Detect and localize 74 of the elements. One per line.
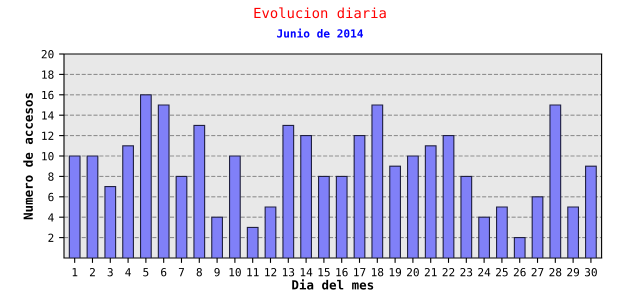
x-tick-label: 17 <box>354 268 366 276</box>
y-tick-label: 4 <box>48 213 54 222</box>
bar <box>532 196 544 258</box>
bar <box>371 104 384 258</box>
bar <box>407 155 419 258</box>
bar <box>318 176 330 258</box>
x-tick-label: 26 <box>514 268 526 276</box>
bar <box>176 176 188 258</box>
y-axis-title: Numero de accesos <box>23 93 33 220</box>
bar <box>86 155 98 258</box>
x-tick-label: 23 <box>460 268 472 276</box>
y-tick-label: 20 <box>42 50 54 58</box>
bar <box>585 166 597 258</box>
x-tick-label: 27 <box>532 268 544 276</box>
x-tick-label: 7 <box>178 268 184 276</box>
y-tick-label: 8 <box>48 172 54 181</box>
x-tick-label: 8 <box>196 268 202 276</box>
x-tick-label: 28 <box>549 268 562 276</box>
bar <box>68 155 81 258</box>
x-tick-label: 6 <box>161 268 166 276</box>
y-tick-label: 16 <box>42 90 54 100</box>
x-tick-label: 19 <box>390 268 402 276</box>
x-tick-label: 30 <box>584 268 597 276</box>
x-tick-label: 13 <box>282 268 294 276</box>
x-tick-label: 11 <box>247 268 259 276</box>
bar <box>122 145 134 258</box>
x-tick-label: 2 <box>90 268 95 276</box>
x-tick-label: 20 <box>407 268 419 276</box>
x-tick-label: 1 <box>72 268 78 276</box>
y-tick-label: 6 <box>48 192 54 202</box>
bar <box>104 186 116 258</box>
bar <box>193 124 206 258</box>
bar <box>460 176 472 258</box>
y-tick-label: 10 <box>42 152 54 160</box>
chart-title: Evolucion diaria <box>254 7 386 18</box>
x-tick-label: 3 <box>108 268 113 276</box>
bar <box>158 104 170 258</box>
x-tick-label: 9 <box>214 268 220 276</box>
x-tick-label: 12 <box>265 268 276 276</box>
bar <box>211 216 223 258</box>
x-axis-title: Dia del mes <box>292 279 374 290</box>
bar <box>282 124 294 258</box>
bar <box>496 206 508 258</box>
x-tick-label: 16 <box>336 268 348 276</box>
x-tick-label: 29 <box>567 268 580 276</box>
bar <box>140 94 152 258</box>
y-tick-label: 14 <box>42 111 54 120</box>
y-tick-label: 18 <box>42 70 54 79</box>
bar <box>549 104 562 258</box>
chart-subtitle: Junio de 2014 <box>277 28 363 38</box>
bar <box>228 155 241 258</box>
bar <box>567 206 580 258</box>
bar <box>354 135 366 258</box>
bar <box>478 216 490 258</box>
x-tick-label: 22 <box>442 268 454 276</box>
x-tick-label: 24 <box>478 268 490 276</box>
y-tick-label: 2 <box>48 234 54 242</box>
bar <box>424 145 437 258</box>
y-tick-label: 12 <box>42 132 54 140</box>
x-tick-label: 14 <box>300 268 312 276</box>
x-tick-label: 4 <box>125 268 131 276</box>
bar <box>514 237 526 258</box>
bar <box>300 135 312 258</box>
x-tick-label: 21 <box>424 268 437 276</box>
x-tick-label: 15 <box>318 268 330 276</box>
bar <box>264 206 276 258</box>
x-tick-label: 10 <box>230 268 241 276</box>
bar <box>336 176 348 258</box>
bar <box>442 135 454 258</box>
bar <box>389 166 401 258</box>
x-tick-label: 25 <box>496 268 508 276</box>
x-tick-label: 18 <box>372 268 384 276</box>
bar <box>246 226 259 258</box>
x-tick-label: 5 <box>143 268 148 276</box>
